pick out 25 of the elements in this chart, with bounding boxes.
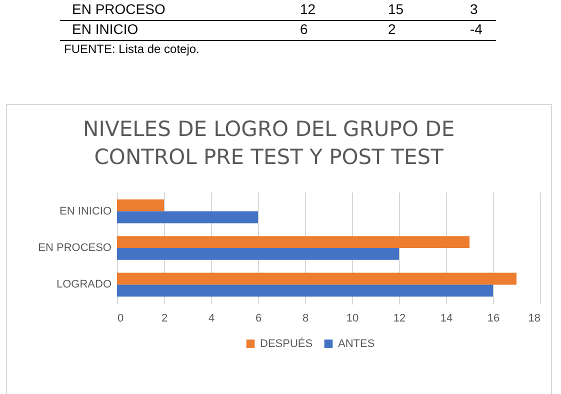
x-tick-label: 4 <box>208 312 215 324</box>
x-tick-label: 2 <box>161 312 168 324</box>
text: EN INICIO 6 2 -4 <box>72 21 482 37</box>
source-note: FUENTE: Lista de cotejo. <box>64 42 200 56</box>
legend-label: DESPUÉS <box>260 336 313 350</box>
bar <box>117 236 470 248</box>
x-tick-label: 18 <box>528 312 540 324</box>
bar <box>117 284 493 297</box>
text: EN PROCESO 12 15 3 <box>72 1 478 17</box>
y-tick-label: EN PROCESO <box>38 242 112 254</box>
y-tick-label: LOGRADO <box>56 278 112 291</box>
bar <box>117 199 164 212</box>
chart-title: NIVELES DE LOGRO DEL GRUPO DE CONTROL PRE TEST Y POST TEST <box>83 117 455 169</box>
x-tick-label: 16 <box>487 312 500 324</box>
y-tick-label: EN INICIO <box>60 205 112 218</box>
legend-label: ANTES <box>338 338 375 350</box>
x-tick-label: 8 <box>302 312 309 324</box>
x-tick-label: 6 <box>255 312 262 324</box>
x-tick-label: 12 <box>393 312 406 324</box>
bar <box>117 272 516 285</box>
bar <box>117 248 399 260</box>
x-tick-label: 10 <box>346 312 359 324</box>
bar <box>117 211 258 224</box>
x-tick-label: 14 <box>440 312 453 324</box>
x-tick-label: 0 <box>118 312 124 324</box>
